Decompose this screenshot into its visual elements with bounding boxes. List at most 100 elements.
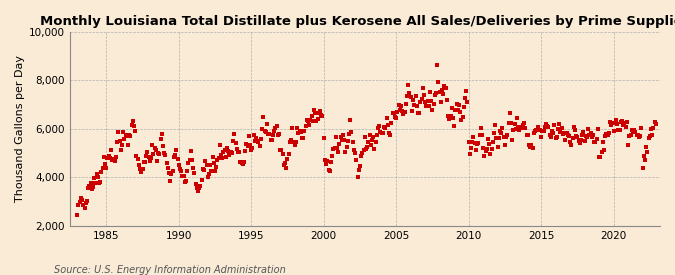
Point: [284, 151, 294, 156]
Point: [155, 137, 166, 141]
Point: [506, 121, 516, 126]
Point: [456, 118, 467, 122]
Point: [183, 161, 194, 165]
Point: [503, 121, 514, 125]
Point: [518, 123, 529, 128]
Point: [123, 143, 134, 147]
Point: [99, 155, 109, 160]
Point: [325, 169, 335, 173]
Point: [242, 144, 253, 148]
Point: [597, 139, 608, 144]
Point: [171, 148, 182, 152]
Point: [315, 109, 325, 113]
Point: [571, 133, 582, 138]
Point: [484, 142, 495, 146]
Point: [386, 121, 397, 125]
Point: [409, 102, 420, 107]
Point: [198, 167, 209, 171]
Point: [350, 151, 360, 155]
Point: [388, 111, 399, 115]
Point: [288, 140, 299, 144]
Point: [433, 79, 444, 84]
Point: [538, 129, 549, 133]
Point: [425, 90, 435, 94]
Point: [380, 126, 391, 131]
Point: [101, 166, 111, 170]
Point: [470, 147, 481, 152]
Point: [201, 163, 212, 168]
Point: [529, 131, 539, 136]
Point: [415, 99, 426, 104]
Point: [80, 201, 91, 205]
Point: [85, 181, 96, 185]
Point: [184, 158, 195, 162]
Point: [88, 185, 99, 189]
Point: [452, 108, 463, 112]
Point: [286, 138, 296, 142]
Point: [217, 156, 227, 160]
Point: [617, 119, 628, 123]
Text: Source: U.S. Energy Information Administration: Source: U.S. Energy Information Administ…: [54, 265, 286, 275]
Point: [232, 147, 242, 152]
Point: [132, 156, 143, 161]
Point: [102, 156, 113, 160]
Point: [180, 180, 190, 185]
Point: [565, 140, 576, 145]
Point: [579, 139, 590, 143]
Point: [140, 160, 151, 164]
Point: [97, 166, 108, 170]
Point: [480, 149, 491, 153]
Point: [129, 124, 140, 128]
Point: [649, 120, 660, 125]
Point: [531, 128, 542, 132]
Point: [363, 140, 374, 144]
Point: [276, 148, 287, 152]
Point: [165, 179, 176, 183]
Point: [367, 138, 377, 143]
Point: [294, 129, 305, 133]
Point: [109, 159, 120, 163]
Point: [605, 123, 616, 127]
Point: [353, 168, 364, 172]
Point: [432, 63, 443, 67]
Point: [387, 110, 398, 115]
Point: [576, 138, 587, 142]
Point: [614, 128, 625, 132]
Point: [560, 138, 570, 142]
Point: [198, 168, 209, 172]
Point: [244, 143, 255, 147]
Point: [117, 142, 128, 147]
Point: [146, 155, 157, 160]
Point: [535, 128, 545, 133]
Point: [293, 131, 304, 135]
Point: [389, 114, 400, 119]
Point: [354, 163, 365, 168]
Point: [290, 143, 300, 147]
Point: [512, 116, 522, 120]
Point: [200, 159, 211, 163]
Point: [94, 181, 105, 185]
Point: [513, 125, 524, 130]
Point: [227, 150, 238, 155]
Point: [163, 170, 174, 175]
Point: [122, 134, 132, 138]
Point: [574, 141, 585, 145]
Point: [95, 180, 105, 184]
Point: [261, 122, 272, 127]
Point: [130, 129, 140, 133]
Point: [359, 135, 370, 139]
Point: [553, 127, 564, 131]
Point: [596, 150, 607, 154]
Point: [398, 112, 409, 116]
Point: [206, 169, 217, 173]
Point: [547, 129, 558, 134]
Point: [460, 96, 470, 100]
Point: [605, 120, 616, 125]
Point: [515, 126, 526, 130]
Point: [235, 160, 246, 164]
Point: [608, 129, 619, 133]
Point: [298, 136, 308, 140]
Point: [161, 161, 172, 166]
Point: [530, 129, 541, 133]
Point: [490, 123, 501, 128]
